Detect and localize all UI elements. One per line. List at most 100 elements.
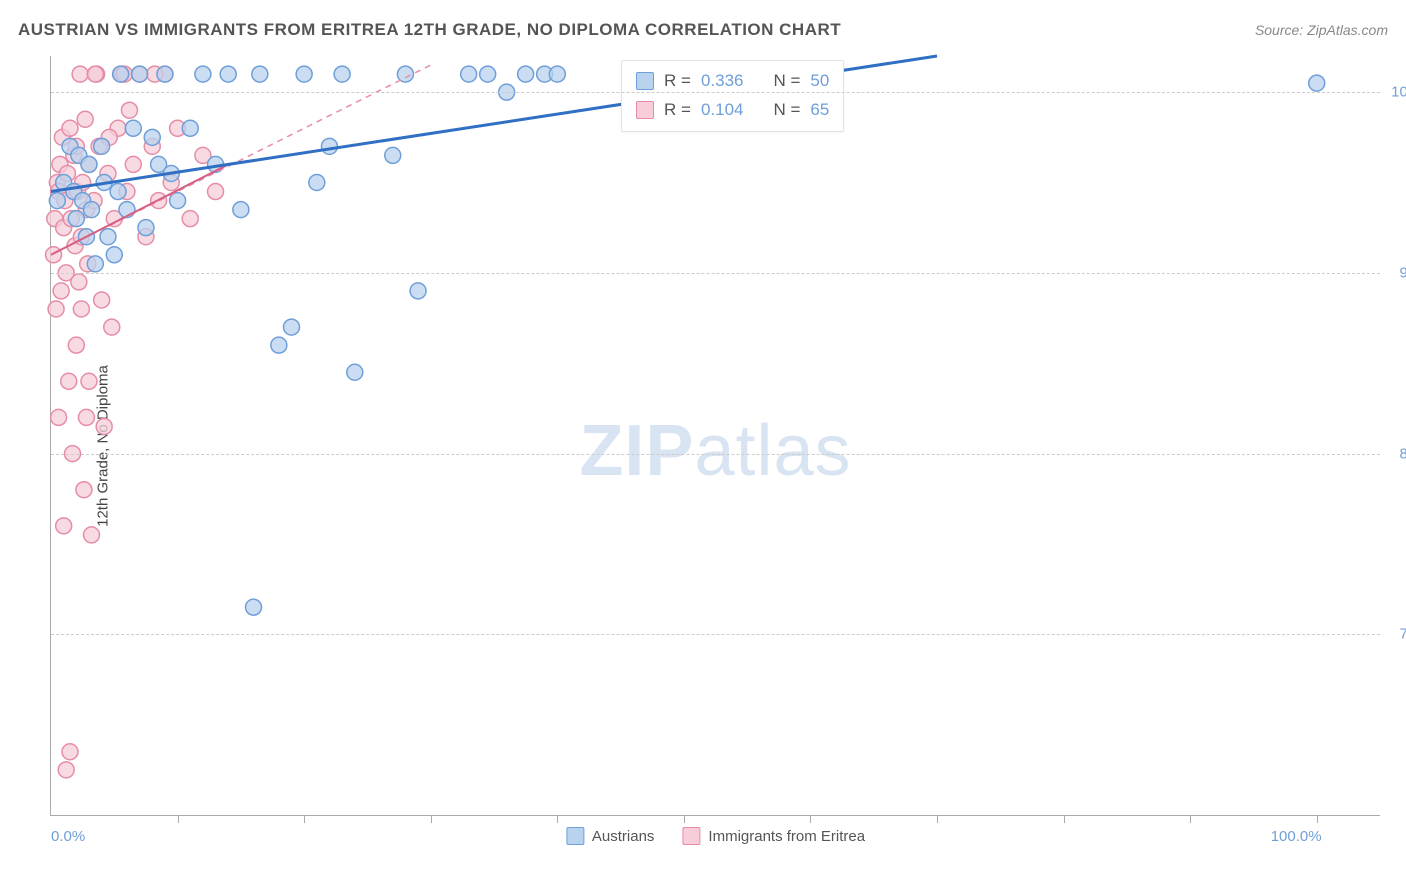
data-point <box>56 518 72 534</box>
data-point <box>84 202 100 218</box>
data-point <box>410 283 426 299</box>
x-tick <box>1190 815 1191 823</box>
stats-legend: R = 0.336 N = 50 R = 0.104 N = 65 <box>621 60 844 132</box>
data-point <box>138 220 154 236</box>
data-point <box>62 744 78 760</box>
legend-label-eritrea: Immigrants from Eritrea <box>708 828 865 845</box>
x-tick <box>431 815 432 823</box>
x-tick <box>1064 815 1065 823</box>
chart-title: AUSTRIAN VS IMMIGRANTS FROM ERITREA 12TH… <box>18 20 841 40</box>
stats-row-eritrea: R = 0.104 N = 65 <box>636 96 829 125</box>
data-point <box>71 274 87 290</box>
gridline <box>51 454 1380 455</box>
x-tick <box>304 815 305 823</box>
data-point <box>121 102 137 118</box>
data-point <box>549 66 565 82</box>
y-tick-label: 90.0% <box>1399 264 1406 281</box>
data-point <box>125 120 141 136</box>
data-point <box>72 66 88 82</box>
y-tick-label: 70.0% <box>1399 626 1406 643</box>
data-point <box>461 66 477 82</box>
data-point <box>518 66 534 82</box>
data-point <box>110 184 126 200</box>
legend-item-eritrea: Immigrants from Eritrea <box>682 827 865 845</box>
data-point <box>94 138 110 154</box>
chart-svg <box>51 56 1380 815</box>
x-tick <box>684 815 685 823</box>
gridline <box>51 634 1380 635</box>
source-attribution: Source: ZipAtlas.com <box>1255 22 1388 38</box>
data-point <box>46 247 62 263</box>
r-label: R = <box>664 96 691 125</box>
data-point <box>62 120 78 136</box>
x-tick-label: 0.0% <box>51 828 85 845</box>
x-tick-label: 100.0% <box>1271 828 1322 845</box>
data-point <box>271 337 287 353</box>
data-point <box>296 66 312 82</box>
data-point <box>68 211 84 227</box>
data-point <box>84 527 100 543</box>
x-tick <box>557 815 558 823</box>
data-point <box>48 301 64 317</box>
data-point <box>132 66 148 82</box>
data-point <box>61 373 77 389</box>
data-point <box>480 66 496 82</box>
n-label: N = <box>773 96 800 125</box>
data-point <box>220 66 236 82</box>
x-tick <box>810 815 811 823</box>
data-point <box>100 229 116 245</box>
data-point <box>182 211 198 227</box>
data-point <box>283 319 299 335</box>
data-point <box>78 409 94 425</box>
data-point <box>53 283 69 299</box>
y-tick-label: 80.0% <box>1399 445 1406 462</box>
swatch-austrians-icon <box>566 827 584 845</box>
data-point <box>144 129 160 145</box>
data-point <box>73 301 89 317</box>
data-point <box>125 156 141 172</box>
data-point <box>157 66 173 82</box>
x-tick <box>937 815 938 823</box>
series-legend: Austrians Immigrants from Eritrea <box>566 827 865 845</box>
data-point <box>87 256 103 272</box>
legend-label-austrians: Austrians <box>592 828 655 845</box>
data-point <box>87 66 103 82</box>
x-tick <box>178 815 179 823</box>
swatch-eritrea-icon <box>636 101 654 119</box>
data-point <box>182 120 198 136</box>
data-point <box>321 138 337 154</box>
data-point <box>68 337 84 353</box>
legend-item-austrians: Austrians <box>566 827 655 845</box>
data-point <box>104 319 120 335</box>
data-point <box>347 364 363 380</box>
gridline <box>51 92 1380 93</box>
plot-area: ZIPatlas R = 0.336 N = 50 R = 0.104 N = … <box>50 56 1380 816</box>
data-point <box>309 175 325 191</box>
data-point <box>77 111 93 127</box>
x-tick <box>1317 815 1318 823</box>
data-point <box>1309 75 1325 91</box>
data-point <box>94 292 110 308</box>
data-point <box>385 147 401 163</box>
swatch-austrians-icon <box>636 72 654 90</box>
gridline <box>51 273 1380 274</box>
data-point <box>96 418 112 434</box>
data-point <box>113 66 129 82</box>
data-point <box>106 247 122 263</box>
data-point <box>76 482 92 498</box>
data-point <box>81 156 97 172</box>
data-point <box>49 193 65 209</box>
data-point <box>252 66 268 82</box>
data-point <box>195 66 211 82</box>
y-tick-label: 100.0% <box>1391 84 1406 101</box>
data-point <box>81 373 97 389</box>
n-value-eritrea: 65 <box>810 96 829 125</box>
data-point <box>334 66 350 82</box>
data-point <box>51 409 67 425</box>
r-value-eritrea: 0.104 <box>701 96 744 125</box>
data-point <box>58 762 74 778</box>
data-point <box>246 599 262 615</box>
data-point <box>208 184 224 200</box>
data-point <box>233 202 249 218</box>
swatch-eritrea-icon <box>682 827 700 845</box>
